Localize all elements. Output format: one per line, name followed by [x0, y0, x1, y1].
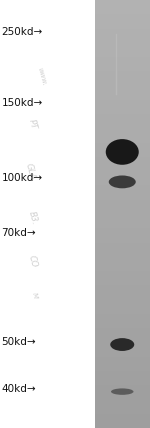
Bar [94, 357, 150, 371]
Bar [94, 314, 150, 328]
Ellipse shape [111, 389, 134, 395]
Bar [94, 0, 150, 14]
Text: 250kd→: 250kd→ [2, 27, 43, 37]
Text: www.: www. [37, 67, 47, 87]
Bar [94, 342, 150, 357]
Bar [94, 300, 150, 314]
Bar [94, 114, 150, 128]
Bar [94, 200, 150, 214]
Bar [94, 371, 150, 385]
Ellipse shape [106, 139, 139, 165]
Bar [94, 157, 150, 171]
Bar [94, 57, 150, 71]
Text: 50kd→: 50kd→ [2, 337, 36, 348]
Text: PT: PT [27, 118, 39, 130]
Bar [94, 43, 150, 57]
Bar [94, 171, 150, 185]
Bar [94, 14, 150, 29]
Bar [94, 414, 150, 428]
Bar [94, 399, 150, 414]
Bar [94, 385, 150, 399]
Text: M: M [31, 291, 38, 299]
Text: B3.: B3. [27, 211, 39, 226]
Text: 100kd→: 100kd→ [2, 172, 43, 183]
Bar [94, 128, 150, 143]
Bar [94, 143, 150, 157]
Bar [94, 71, 150, 86]
Bar [94, 285, 150, 300]
Bar [94, 100, 150, 114]
Bar [94, 228, 150, 243]
Bar [94, 271, 150, 285]
Text: GLA: GLA [23, 162, 37, 181]
Bar [94, 29, 150, 43]
Bar [94, 328, 150, 342]
Bar [94, 257, 150, 271]
Bar [94, 0, 150, 428]
Text: 70kd→: 70kd→ [2, 228, 36, 238]
Bar [94, 214, 150, 228]
Bar [94, 243, 150, 257]
Bar [94, 86, 150, 100]
Text: 40kd→: 40kd→ [2, 384, 36, 395]
Text: CO: CO [27, 254, 39, 268]
Ellipse shape [109, 175, 136, 188]
Bar [94, 185, 150, 200]
Ellipse shape [110, 338, 134, 351]
Text: 150kd→: 150kd→ [2, 98, 43, 108]
